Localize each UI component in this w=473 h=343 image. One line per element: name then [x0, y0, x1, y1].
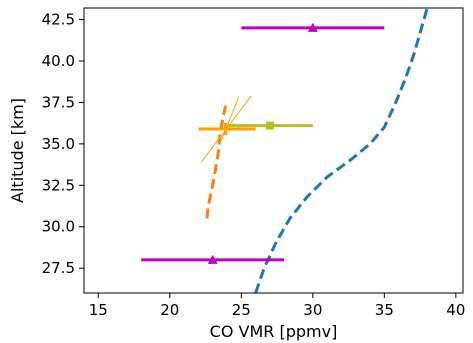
- y-tick-label-3: 35.0: [42, 135, 75, 153]
- axis-ticks: 15 20 25 30 35 40 27.5 30.0 32.5 35.0 37.5 40.0 42.5: [42, 11, 466, 319]
- x-tick-label-5: 40: [446, 301, 465, 319]
- x-tick-label-0: 15: [89, 301, 108, 319]
- profile-line-1: [205, 105, 228, 219]
- triangle-marker-2-1: [207, 254, 218, 264]
- plot-frame: [83, 7, 464, 294]
- y-tick-label-2: 32.5: [42, 176, 75, 194]
- y-tick-label-4: 37.5: [42, 93, 75, 111]
- x-tick-label-1: 20: [160, 301, 179, 319]
- square-marker-3-0: [265, 121, 274, 130]
- fit-line-6: [220, 97, 239, 141]
- triangle-marker-2-0: [307, 22, 318, 32]
- y-tick-label-1: 30.0: [42, 218, 75, 236]
- y-axis-label: Altitude [km]: [8, 98, 27, 203]
- x-tick-label-3: 30: [303, 301, 322, 319]
- axes-frame: [83, 7, 464, 294]
- chart-marks: [141, 8, 429, 293]
- x-axis-label: CO VMR [ppmv]: [210, 322, 338, 341]
- x-tick-label-2: 25: [232, 301, 251, 319]
- y-tick-label-6: 42.5: [42, 11, 75, 29]
- y-tick-label-5: 40.0: [42, 52, 75, 70]
- x-tick-label-4: 35: [375, 301, 394, 319]
- y-tick-label-0: 27.5: [42, 259, 75, 277]
- profile-line-0: [254, 8, 429, 293]
